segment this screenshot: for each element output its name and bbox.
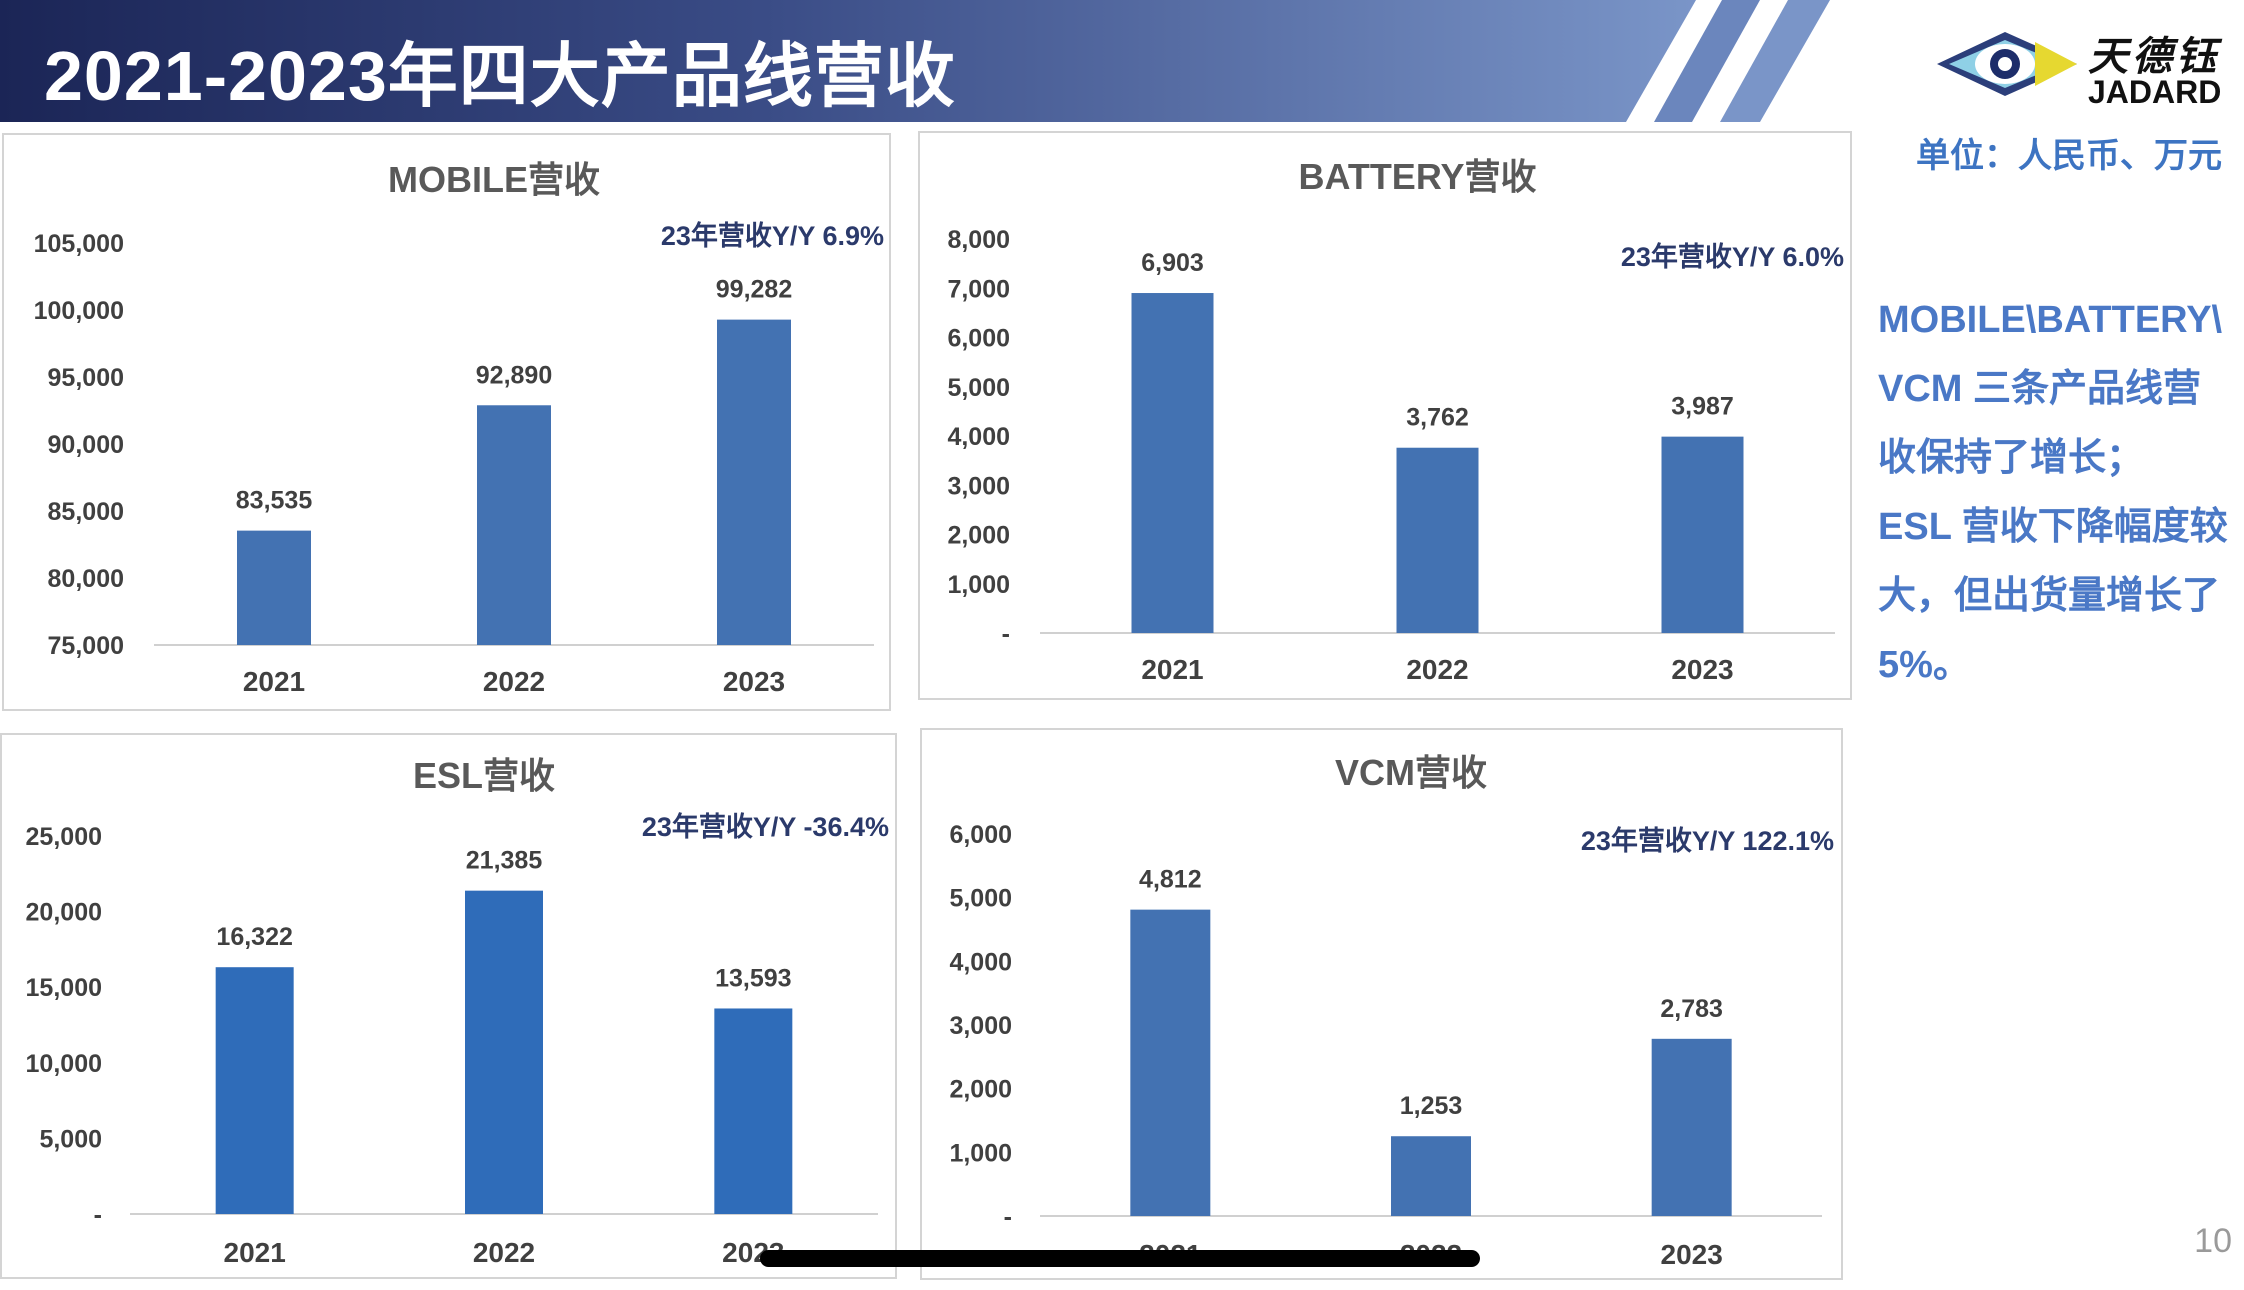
esl-chart-panel: ESL营收 23年营收Y/Y -36.4% - 5,000 10,000 15,000 20… (0, 733, 897, 1279)
mobile-chart-panel: MOBILE营收 23年营收Y/Y 6.9% 75,000 80,000 85,000 9… (2, 133, 891, 711)
esl-y-tick-label: 15,000 (26, 974, 102, 1002)
mobile-data-label: 83,535 (236, 487, 313, 515)
header-background (0, 0, 1830, 122)
mobile-bar (237, 530, 311, 645)
vcm-chart-title: VCM营收 (1335, 752, 1487, 793)
battery-bar (1396, 447, 1479, 633)
battery-chart-title: BATTERY营收 (1299, 156, 1537, 197)
vcm-chart-svg: VCM营收 23年营收Y/Y 122.1% - 1,000 2,000 3,000 4,00… (949, 752, 1834, 1270)
side-note-line: VCM 三条产品线营 (1878, 368, 2202, 410)
mobile-chart-title: MOBILE营收 (388, 159, 600, 200)
vcm-x-tick-label: 2023 (1661, 1239, 1723, 1270)
vcm-chart-panel: VCM营收 23年营收Y/Y 122.1% - 1,000 2,000 3,000 4,00… (920, 728, 1843, 1280)
battery-x-tick-label: 2022 (1406, 654, 1468, 685)
logo-english-name: JADARD (2088, 74, 2222, 110)
battery-chart-svg: BATTERY营收 23年营收Y/Y 6.0% - 1,000 2,000 3,000 4,… (947, 156, 1844, 685)
home-indicator[interactable] (760, 1250, 1480, 1267)
esl-x-tick-label: 2021 (224, 1237, 286, 1268)
side-note-line: 5%。 (1878, 644, 1971, 686)
battery-chart-panel: BATTERY营收 23年营收Y/Y 6.0% - 1,000 2,000 3,000 4,… (918, 131, 1852, 700)
esl-chart-title: ESL营收 (413, 755, 555, 796)
battery-y-tick-label: 3,000 (947, 472, 1010, 500)
page-title: 2021-2023年四大产品线营收 (44, 37, 956, 115)
mobile-data-label: 92,890 (476, 361, 552, 389)
mobile-yoy-label: 23年营收Y/Y 6.9% (661, 220, 884, 251)
esl-y-tick-label: - (94, 1201, 102, 1229)
battery-data-label: 6,903 (1141, 249, 1204, 277)
battery-yoy-label: 23年营收Y/Y 6.0% (1621, 241, 1844, 272)
mobile-y-tick-label: 95,000 (48, 364, 124, 392)
mobile-x-tick-label: 2021 (243, 666, 305, 697)
mobile-y-tick-label: 85,000 (48, 498, 124, 526)
side-note-line: 大，但出货量增长了 (1878, 575, 2221, 617)
battery-y-tick-label: 5,000 (947, 374, 1010, 402)
esl-y-tick-label: 5,000 (39, 1125, 102, 1153)
mobile-chart-svg: MOBILE营收 23年营收Y/Y 6.9% 75,000 80,000 85,000 9… (34, 159, 884, 697)
header-banner (0, 0, 1696, 122)
mobile-data-label: 99,282 (716, 276, 792, 304)
battery-x-tick-label: 2021 (1141, 654, 1203, 685)
esl-y-tick-label: 10,000 (26, 1050, 102, 1078)
header-stripe-1 (1654, 0, 1760, 122)
battery-bar (1661, 436, 1744, 633)
battery-y-tick-label: 6,000 (947, 325, 1010, 353)
battery-x-tick-label: 2023 (1671, 654, 1733, 685)
vcm-y-tick-label: 5,000 (949, 885, 1012, 913)
vcm-y-tick-label: 6,000 (949, 821, 1012, 849)
esl-bar (714, 1008, 793, 1214)
esl-chart-svg: ESL营收 23年营收Y/Y -36.4% - 5,000 10,000 15,000 20… (26, 755, 889, 1268)
battery-y-tick-label: 2,000 (947, 522, 1010, 550)
esl-data-label: 16,322 (216, 923, 292, 951)
battery-bar (1131, 293, 1214, 633)
battery-data-label: 3,987 (1671, 393, 1734, 421)
mobile-y-tick-label: 75,000 (48, 632, 124, 660)
battery-data-label: 3,762 (1406, 404, 1469, 432)
vcm-bar (1651, 1038, 1732, 1216)
esl-bar (215, 967, 294, 1214)
unit-label: 单位：人民币、万元 (1916, 137, 2222, 175)
esl-data-label: 21,385 (466, 847, 543, 875)
mobile-y-tick-label: 105,000 (34, 230, 124, 258)
mobile-bar (477, 405, 551, 645)
vcm-data-label: 4,812 (1139, 866, 1202, 894)
battery-y-tick-label: 7,000 (947, 275, 1010, 303)
esl-y-tick-label: 25,000 (26, 823, 102, 851)
vcm-yoy-label: 23年营收Y/Y 122.1% (1581, 825, 1834, 856)
jadard-eye-logo-icon (1937, 32, 2077, 96)
mobile-x-tick-label: 2022 (483, 666, 545, 697)
header-bar: 2021-2023年四大产品线营收 (0, 0, 2244, 122)
esl-x-tick-label: 2022 (473, 1237, 535, 1268)
vcm-data-label: 1,253 (1400, 1092, 1463, 1120)
vcm-bar (1130, 909, 1211, 1216)
battery-y-tick-label: - (1002, 620, 1010, 648)
vcm-bar (1391, 1136, 1471, 1216)
mobile-bar (717, 319, 791, 645)
vcm-y-tick-label: 1,000 (949, 1139, 1012, 1167)
battery-y-tick-label: 1,000 (947, 571, 1010, 599)
esl-bar (465, 890, 543, 1214)
esl-y-tick-label: 20,000 (26, 899, 102, 927)
logo-chinese-name: 天德钰 (2088, 33, 2220, 80)
mobile-y-tick-label: 100,000 (34, 297, 124, 325)
vcm-y-tick-label: 3,000 (949, 1012, 1012, 1040)
vcm-data-label: 2,783 (1660, 995, 1723, 1023)
side-note-line: ESL 营收下降幅度较 (1878, 506, 2228, 548)
mobile-y-tick-label: 80,000 (48, 565, 124, 593)
battery-y-tick-label: 4,000 (947, 423, 1010, 451)
mobile-y-tick-label: 90,000 (48, 431, 124, 459)
side-note: MOBILE\BATTERY\ VCM 三条产品线营 收保持了增长； ESL 营… (1878, 286, 2240, 700)
esl-yoy-label: 23年营收Y/Y -36.4% (642, 811, 889, 842)
vcm-y-tick-label: 4,000 (949, 948, 1012, 976)
esl-data-label: 13,593 (715, 964, 791, 992)
page-number: 10 (2194, 1222, 2232, 1260)
battery-y-tick-label: 8,000 (947, 226, 1010, 254)
side-note-line: 收保持了增长； (1878, 437, 2145, 479)
side-note-line: MOBILE\BATTERY\ (1878, 299, 2223, 341)
vcm-y-tick-label: 2,000 (949, 1076, 1012, 1104)
header-stripe-2 (1720, 0, 1830, 122)
mobile-x-tick-label: 2023 (723, 666, 785, 697)
vcm-y-tick-label: - (1004, 1203, 1012, 1231)
